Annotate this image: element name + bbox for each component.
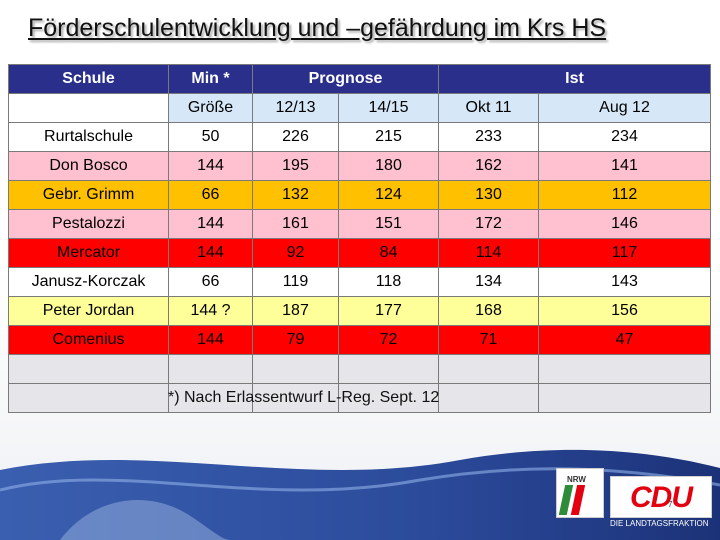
cell-p1: 119	[252, 267, 339, 297]
cell-i2: 143	[538, 267, 711, 297]
table-row: Gebr. Grimm 66 132 124 130 112	[8, 180, 711, 210]
header-min: Min *	[168, 64, 253, 94]
cell-p1: 92	[252, 238, 339, 268]
table-row: Comenius 144 79 72 71 47	[8, 325, 711, 355]
empty-cell	[538, 354, 711, 384]
cell-i2: 112	[538, 180, 711, 210]
subheader-i1: Okt 11	[438, 93, 539, 123]
party-logo: NRW CDU DIE LANDTAGSFRAKTION	[556, 468, 716, 530]
nrw-label: NRW	[567, 475, 586, 484]
cell-min: 144	[168, 325, 253, 355]
cell-p2: 177	[338, 296, 439, 326]
footnote: *) Nach Erlassentwurf L-Reg. Sept. 12	[168, 389, 440, 406]
nrw-stripes-icon	[558, 485, 586, 515]
empty-cell	[338, 383, 439, 413]
cell-p2: 72	[338, 325, 439, 355]
cell-min: 66	[168, 267, 253, 297]
cell-name: Mercator	[8, 238, 169, 268]
table-row: Don Bosco 144 195 180 162 141	[8, 151, 711, 181]
table-row: Mercator 144 92 84 114 117	[8, 238, 711, 268]
empty-cell	[168, 383, 253, 413]
cell-name: Janusz-Korczak	[8, 267, 169, 297]
cell-p2: 180	[338, 151, 439, 181]
cell-name: Rurtalschule	[8, 122, 169, 152]
cell-p2: 151	[338, 209, 439, 239]
cell-i1: 172	[438, 209, 539, 239]
empty-cell	[252, 354, 339, 384]
cell-name: Gebr. Grimm	[8, 180, 169, 210]
empty-cell	[438, 383, 539, 413]
cell-p2: 118	[338, 267, 439, 297]
subheader-groesse: Größe	[168, 93, 253, 123]
header-ist: Ist	[438, 64, 711, 94]
schools-table: Schule Min * Prognose Ist Größe 12/13 14…	[8, 64, 711, 413]
cell-name: Comenius	[8, 325, 169, 355]
cell-name: Don Bosco	[8, 151, 169, 181]
cell-p2: 215	[338, 122, 439, 152]
cell-p2: 84	[338, 238, 439, 268]
cell-p2: 124	[338, 180, 439, 210]
cell-p1: 195	[252, 151, 339, 181]
table-row: Janusz-Korczak 66 119 118 134 143	[8, 267, 711, 297]
cell-i2: 146	[538, 209, 711, 239]
subheader-i2: Aug 12	[538, 93, 711, 123]
cdu-logo: CDU	[610, 476, 712, 518]
cell-name: Peter Jordan	[8, 296, 169, 326]
cell-i1: 71	[438, 325, 539, 355]
cell-i2: 156	[538, 296, 711, 326]
table-header-row: Schule Min * Prognose Ist	[8, 64, 711, 94]
cell-p1: 161	[252, 209, 339, 239]
cell-i1: 130	[438, 180, 539, 210]
cell-p1: 187	[252, 296, 339, 326]
empty-cell	[438, 354, 539, 384]
cell-i1: 114	[438, 238, 539, 268]
header-schule: Schule	[8, 64, 169, 94]
cell-p1: 226	[252, 122, 339, 152]
table-row: Pestalozzi 144 161 151 172 146	[8, 209, 711, 239]
cell-i2: 47	[538, 325, 711, 355]
cell-p1: 132	[252, 180, 339, 210]
cell-i2: 141	[538, 151, 711, 181]
empty-cell	[252, 383, 339, 413]
empty-cell	[8, 354, 169, 384]
empty-cell	[538, 383, 711, 413]
table-empty-row	[8, 354, 711, 384]
empty-cell	[168, 354, 253, 384]
cell-min: 50	[168, 122, 253, 152]
decorative-wave	[0, 449, 720, 540]
header-prognose: Prognose	[252, 64, 439, 94]
fraktion-label: DIE LANDTAGSFRAKTION	[610, 519, 709, 528]
cell-min: 144 ?	[168, 296, 253, 326]
cell-min: 66	[168, 180, 253, 210]
page-number: 7	[668, 500, 673, 509]
table-row: Peter Jordan 144 ? 187 177 168 156	[8, 296, 711, 326]
nrw-logo: NRW	[556, 468, 604, 518]
slide-title: Förderschulentwicklung und –gefährdung i…	[28, 14, 607, 42]
cell-i2: 117	[538, 238, 711, 268]
table-subheader-row: Größe 12/13 14/15 Okt 11 Aug 12	[8, 93, 711, 123]
subheader-empty	[8, 93, 169, 123]
cell-min: 144	[168, 238, 253, 268]
cell-i1: 162	[438, 151, 539, 181]
table-row: Rurtalschule 50 226 215 233 234	[8, 122, 711, 152]
cell-p1: 79	[252, 325, 339, 355]
cell-min: 144	[168, 209, 253, 239]
subheader-p2: 14/15	[338, 93, 439, 123]
cell-min: 144	[168, 151, 253, 181]
subheader-p1: 12/13	[252, 93, 339, 123]
cell-i1: 233	[438, 122, 539, 152]
cell-name: Pestalozzi	[8, 209, 169, 239]
empty-cell	[8, 383, 169, 413]
cell-i1: 168	[438, 296, 539, 326]
empty-cell	[338, 354, 439, 384]
cell-i2: 234	[538, 122, 711, 152]
table-empty-row	[8, 383, 711, 413]
cell-i1: 134	[438, 267, 539, 297]
